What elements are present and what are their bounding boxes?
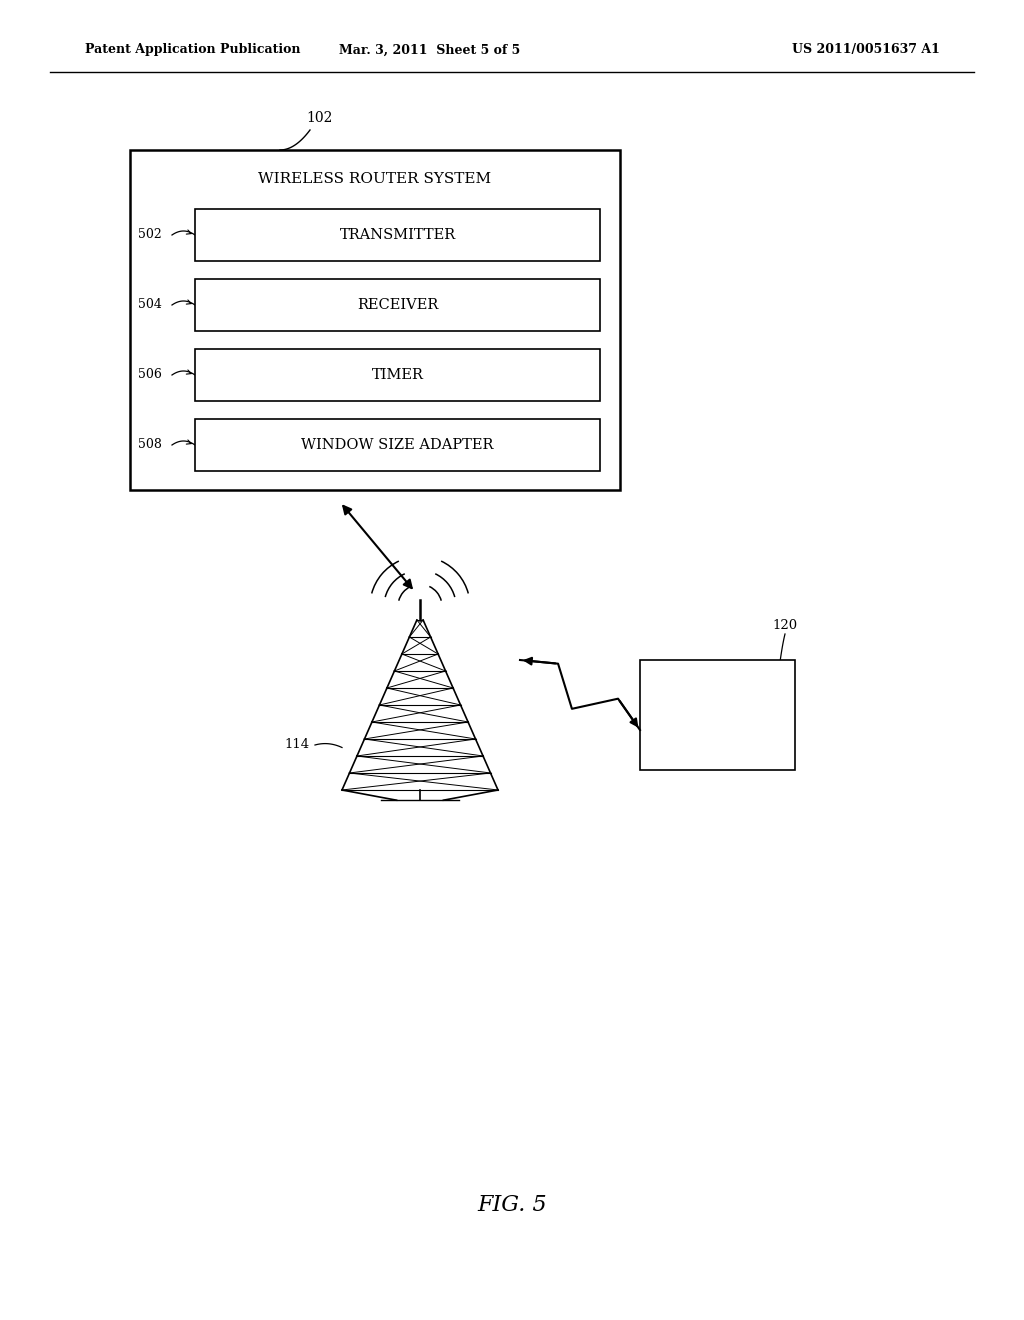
Bar	[195, 279, 600, 331]
Bar	[195, 209, 600, 261]
Text: 508: 508	[138, 438, 162, 451]
Text: MOBILE
DEVICE: MOBILE DEVICE	[687, 700, 748, 730]
Text: WIRELESS ROUTER SYSTEM: WIRELESS ROUTER SYSTEM	[258, 172, 492, 186]
Text: Mar. 3, 2011  Sheet 5 of 5: Mar. 3, 2011 Sheet 5 of 5	[339, 44, 520, 57]
Text: US 2011/0051637 A1: US 2011/0051637 A1	[793, 44, 940, 57]
Text: Patent Application Publication: Patent Application Publication	[85, 44, 300, 57]
Text: WINDOW SIZE ADAPTER: WINDOW SIZE ADAPTER	[301, 438, 494, 451]
Text: 506: 506	[138, 368, 162, 381]
Text: 114: 114	[285, 738, 310, 751]
Text: TRANSMITTER: TRANSMITTER	[339, 228, 456, 242]
Text: 502: 502	[138, 228, 162, 242]
Text: 102: 102	[307, 111, 333, 125]
Text: TIMER: TIMER	[372, 368, 424, 381]
Text: RECEIVER: RECEIVER	[357, 298, 438, 312]
Text: 504: 504	[138, 298, 162, 312]
Bar	[640, 660, 795, 770]
Text: 120: 120	[772, 619, 798, 632]
Bar	[195, 418, 600, 471]
Bar	[130, 150, 620, 490]
Bar	[195, 348, 600, 401]
Text: FIG. 5: FIG. 5	[477, 1195, 547, 1216]
